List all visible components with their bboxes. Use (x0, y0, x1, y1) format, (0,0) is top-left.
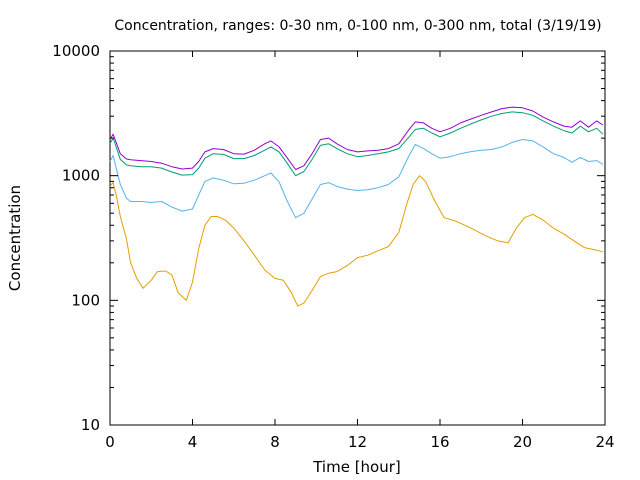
plot-border (109, 50, 606, 426)
series-line-4 (109, 106, 604, 170)
x-tick-label: 0 (105, 433, 115, 451)
series-line-3 (109, 111, 604, 177)
x-axis-ticks: 0 4 8 12 16 20 24 (105, 51, 615, 451)
x-tick-label: 12 (348, 433, 367, 451)
x-axis-title: Time [hour] (312, 458, 401, 476)
y-axis-ticks: 10 100 1000 10000 (52, 42, 605, 434)
x-tick-label: 20 (513, 433, 532, 451)
x-tick-label: 16 (430, 433, 449, 451)
plot-frame (109, 50, 606, 426)
y-axis-title: Concentration (6, 185, 24, 291)
series-layer (109, 106, 604, 307)
series-line-1 (109, 175, 604, 307)
chart-title: Concentration, ranges: 0-30 nm, 0-100 nm… (114, 18, 601, 34)
y-tick-label: 1000 (62, 167, 100, 185)
x-tick-label: 4 (188, 433, 198, 451)
y-tick-label: 10 (81, 416, 100, 434)
x-tick-label: 8 (270, 433, 280, 451)
x-tick-label: 24 (595, 433, 614, 451)
y-tick-label: 100 (71, 291, 100, 309)
series-line-2 (109, 139, 604, 219)
y-tick-label: 10000 (52, 42, 100, 60)
